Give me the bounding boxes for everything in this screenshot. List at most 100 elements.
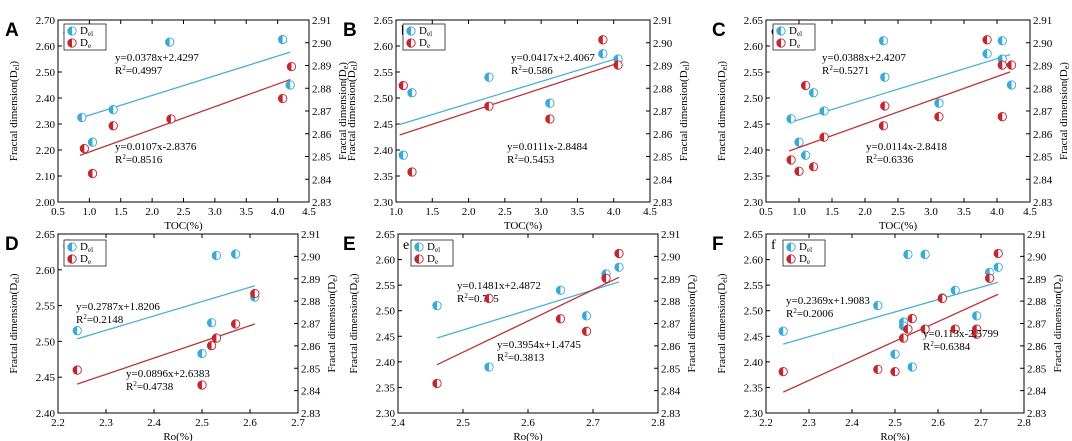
- fit-equation: y=0.0107x-2.8376: [115, 141, 197, 153]
- y-right-tick-label: 2.85: [1027, 363, 1047, 375]
- y-left-tick-label: 2.30: [36, 119, 56, 131]
- x-tick-label: 2.0: [858, 206, 872, 218]
- x-tick-label: 1.0: [83, 206, 97, 218]
- fit-r-squared: R2=0.6336: [866, 153, 914, 166]
- y-right-axis-title: Fractal dimension(De): [337, 62, 350, 160]
- x-tick-label: 2.4: [845, 417, 859, 429]
- y-right-tick-label: 2.83: [661, 408, 681, 420]
- legend-label-de-sub: e: [435, 258, 438, 266]
- data-point-del: [72, 326, 82, 336]
- fit-line-de: [436, 276, 620, 366]
- data-point-del: [890, 349, 900, 359]
- data-point-de: [613, 60, 623, 70]
- x-tick-label: 2.6: [243, 417, 257, 429]
- x-tick-label: 4.5: [302, 206, 316, 218]
- panel-d: D 2.2 2.3 2.4 2.5 2.6 2.7 2.40 2.45 2.50 2.55 2.60 2…: [5, 229, 339, 441]
- y-left-tick-label: 2.40: [376, 357, 396, 369]
- fit-r-squared: R2=0.2006: [786, 307, 834, 320]
- legend-marker-de: [776, 38, 786, 48]
- data-point-del: [432, 300, 442, 311]
- legend-label-del: D: [789, 25, 797, 37]
- legend-label-de: D: [427, 253, 435, 265]
- legend-marker-de: [786, 254, 796, 264]
- y-right-tick-label: 2.89: [301, 274, 321, 286]
- legend-label-del-sub: el: [427, 30, 432, 38]
- y-right-tick-label: 2.86: [1027, 341, 1047, 353]
- panel-letter: F: [712, 234, 724, 255]
- y-left-axis-title: Fractal dimension(Del): [8, 61, 21, 162]
- data-point-de: [878, 121, 889, 131]
- data-point-de: [950, 324, 960, 334]
- y-left-tick-label: 2.45: [744, 331, 764, 343]
- data-point-del: [819, 106, 829, 116]
- y-left-tick-label: 2.60: [744, 41, 764, 53]
- x-tick-label: 2.8: [1017, 417, 1031, 429]
- y-left-tick-label: 2.70: [36, 15, 56, 27]
- data-point-de: [250, 288, 260, 299]
- y-right-axis-title: Fractal dimension(De): [686, 274, 699, 372]
- x-tick-label: 1.0: [792, 206, 806, 218]
- x-tick-label: 2.0: [145, 206, 159, 218]
- y-left-tick-label: 2.00: [36, 197, 56, 209]
- y-left-tick-label: 2.65: [374, 15, 394, 27]
- y-right-tick-label: 2.86: [1033, 129, 1053, 141]
- y-left-tick-label: 2.20: [36, 145, 56, 157]
- x-tick-label: 2.8: [651, 417, 665, 429]
- y-right-tick-label: 2.90: [1027, 251, 1047, 263]
- data-point-de: [984, 273, 995, 283]
- data-point-de: [206, 341, 217, 351]
- fit-line-del: [77, 285, 255, 340]
- x-axis-title: Ro(%): [163, 431, 193, 441]
- data-point-del: [211, 250, 222, 261]
- data-point-del: [165, 37, 175, 47]
- data-point-del: [903, 249, 913, 260]
- y-right-tick-label: 2.86: [653, 129, 673, 141]
- fit-equation: y=0.0378x+2.4297: [115, 52, 199, 64]
- panel-f: F 2.2 2.3 2.4 2.5 2.6 2.7 2.8 2.30 2.35 2.40 2.45 2.…: [712, 229, 1065, 441]
- y-right-tick-label: 2.91: [653, 15, 672, 27]
- fit-equation: y=0.2369x+1.9083: [786, 295, 870, 307]
- y-right-tick-label: 2.87: [661, 319, 681, 331]
- y-left-tick-label: 2.60: [744, 255, 764, 267]
- data-point-del: [920, 249, 930, 260]
- y-left-axis-title: Fractal dimension(Del): [346, 61, 359, 162]
- x-tick-label: 4.0: [607, 206, 621, 218]
- y-left-tick-label: 2.55: [744, 67, 764, 79]
- x-tick-label: 2.5: [456, 417, 470, 429]
- panel-letter: A: [5, 20, 19, 41]
- data-point-de: [598, 35, 608, 45]
- data-point-de: [903, 324, 913, 334]
- x-tick-label: 2.4: [391, 417, 405, 429]
- y-left-tick-label: 2.40: [744, 357, 764, 369]
- data-point-del: [982, 49, 992, 59]
- y-right-tick-label: 2.91: [301, 229, 320, 241]
- data-point-de: [614, 248, 624, 259]
- data-point-de: [898, 333, 909, 343]
- y-left-tick-label: 2.55: [376, 280, 396, 292]
- data-point-de: [819, 132, 829, 142]
- fit-line-de: [79, 78, 291, 156]
- x-axis-title: TOC(%): [164, 220, 203, 232]
- y-right-tick-label: 2.85: [301, 363, 321, 375]
- x-tick-label: 4.0: [271, 206, 285, 218]
- data-point-de: [484, 293, 494, 304]
- fit-line-de: [399, 62, 620, 136]
- panel-a: A 0.5 1.0 1.5 2.0 2.5 3.0 3.5 4.0 4.5 2.00 2.10 2.20…: [5, 15, 350, 232]
- data-point-del: [545, 98, 555, 108]
- fit-line-de: [782, 293, 999, 393]
- data-point-de: [108, 121, 118, 131]
- x-tick-label: 1.5: [425, 206, 439, 218]
- y-right-tick-label: 2.83: [301, 408, 321, 420]
- x-tick-label: 2.2: [51, 417, 65, 429]
- y-right-tick-label: 2.91: [661, 229, 680, 241]
- panel-letter: C: [712, 20, 726, 41]
- y-right-tick-label: 2.89: [661, 274, 681, 286]
- legend-label-de: D: [799, 253, 807, 265]
- x-tick-label: 2.5: [888, 417, 902, 429]
- x-tick-label: 2.5: [498, 206, 512, 218]
- data-point-de: [79, 143, 90, 154]
- x-tick-label: 2.6: [521, 417, 535, 429]
- y-right-tick-label: 2.84: [301, 386, 321, 398]
- panel-b: B 1.0 1.5 2.0 2.5 3.0 3.5 4.0 4.5 2.30 2.35 2.40 2.4…: [343, 15, 691, 232]
